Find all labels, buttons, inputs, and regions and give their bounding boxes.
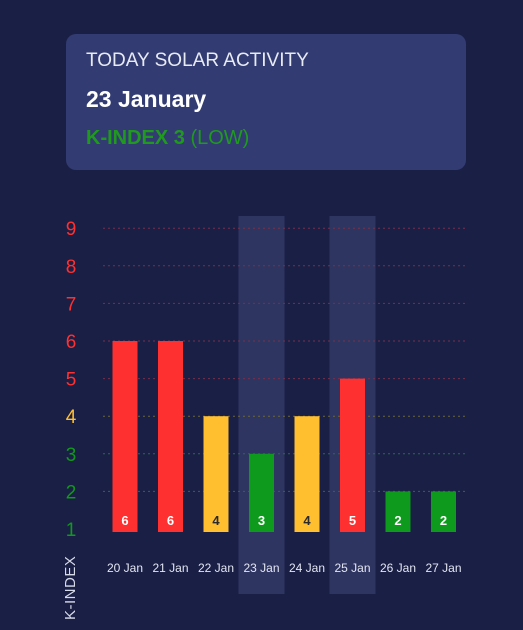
bar [385,491,411,532]
x-tick-label: 25 Jan [334,561,370,575]
card-title: TODAY SOLAR ACTIVITY [86,50,309,71]
bar [158,341,183,532]
kindex-value: K-INDEX 3 [86,127,185,149]
bar [340,378,365,532]
bar-value-label: 4 [212,513,220,528]
bar-value-label: 2 [394,513,401,528]
current-date: 23 January [86,86,207,112]
x-tick-label: 26 Jan [380,561,416,575]
bar [203,416,229,532]
x-tick-label: 27 Jan [425,561,461,575]
bar [294,416,320,532]
bar [112,341,138,532]
x-tick-label: 20 Jan [107,561,143,575]
y-axis-label: K-INDEX [62,555,79,620]
bar [249,453,274,532]
kindex-summary: K-INDEX 3 (LOW) [86,127,446,150]
y-tick-label: 6 [66,332,77,353]
bar-value-label: 2 [440,513,447,528]
highlight-column [238,216,285,594]
x-tick-label: 24 Jan [289,561,325,575]
y-tick-label: 1 [66,520,77,541]
x-tick-label: 23 Jan [243,561,279,575]
kindex-level: (LOW) [190,127,250,149]
y-tick-label: 2 [66,482,77,503]
y-tick-label: 5 [66,370,77,391]
x-tick-label: 21 Jan [152,561,188,575]
y-tick-label: 9 [66,219,77,240]
bar [431,491,456,532]
y-tick-label: 3 [66,445,77,466]
x-tick-label: 22 Jan [198,561,234,575]
y-tick-label: 4 [66,407,77,428]
bar-value-label: 3 [258,513,265,528]
bar-value-label: 6 [121,513,128,528]
bar-value-label: 4 [303,513,311,528]
bar-value-label: 6 [167,513,174,528]
bar-value-label: 5 [349,513,356,528]
solar-activity-card: TODAY SOLAR ACTIVITY 23 January K-INDEX … [66,34,466,170]
y-tick-label: 8 [66,257,77,278]
y-tick-label: 7 [66,294,77,315]
